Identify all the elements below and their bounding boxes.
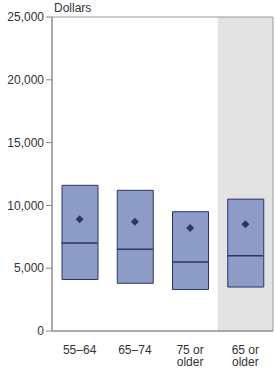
- svg-text:55–64: 55–64: [63, 343, 97, 357]
- svg-text:20,000: 20,000: [8, 73, 44, 87]
- svg-text:5,000: 5,000: [14, 261, 44, 275]
- svg-text:15,000: 15,000: [8, 136, 44, 150]
- svg-text:0: 0: [37, 324, 44, 338]
- svg-text:10,000: 10,000: [8, 199, 44, 213]
- html-text:Dollars: Dollars: [54, 1, 92, 15]
- svg-text:65 orolder: 65 orolder: [232, 343, 259, 369]
- svg-text:75 orolder: 75 orolder: [176, 343, 203, 369]
- svg-text:65–74: 65–74: [118, 343, 152, 357]
- svg-text:25,000: 25,000: [8, 10, 44, 24]
